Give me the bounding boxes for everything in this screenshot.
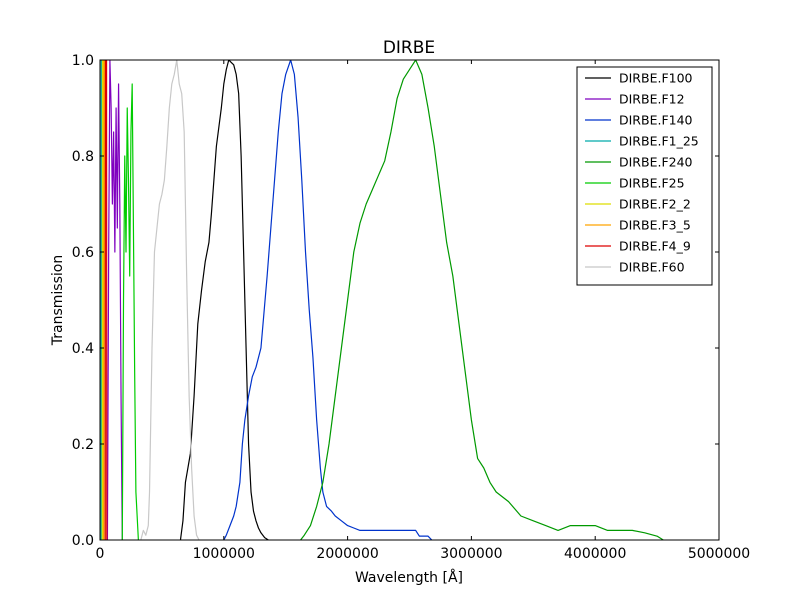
x-axis-label: Wavelength [Å] bbox=[355, 569, 463, 586]
x-tick-label: 2000000 bbox=[316, 546, 378, 562]
legend-entry: DIRBE.F1_25 bbox=[619, 134, 699, 149]
chart-title: DIRBE bbox=[383, 38, 435, 58]
legend: DIRBE.F100 DIRBE.F12 DIRBE.F140 DIRBE.F1_25… bbox=[576, 66, 713, 286]
series-lines bbox=[100, 60, 664, 540]
legend-entry: DIRBE.F3_5 bbox=[619, 218, 691, 233]
plot-frame bbox=[99, 59, 720, 541]
x-tick-label: 0 bbox=[96, 546, 105, 562]
series-line-dirbe-f60 bbox=[140, 60, 200, 540]
y-tick-label: 0.8 bbox=[72, 149, 94, 165]
legend-entry: DIRBE.F12 bbox=[619, 92, 685, 107]
series-line-dirbe-f140 bbox=[223, 60, 433, 540]
legend-entry: DIRBE.F240 bbox=[619, 155, 693, 170]
legend-entry: DIRBE.F2_2 bbox=[619, 197, 691, 212]
series-line-dirbe-f12 bbox=[106, 60, 123, 540]
y-tick-label: 1.0 bbox=[72, 53, 94, 69]
legend-entry: DIRBE.F100 bbox=[619, 71, 693, 86]
series-line-dirbe-f100 bbox=[179, 60, 269, 540]
y-tick-label: 0.4 bbox=[72, 341, 94, 357]
series-line-dirbe-f1-25 bbox=[100, 60, 103, 540]
legend-entry: DIRBE.F4_9 bbox=[619, 239, 691, 254]
legend-entry: DIRBE.F25 bbox=[619, 176, 685, 191]
axis-ticks: 0 1000000 2000000 3000000 4000000 5000000 0.0 0… bbox=[72, 53, 750, 562]
legend-entry: DIRBE.F60 bbox=[619, 260, 685, 275]
y-tick-label: 0.0 bbox=[72, 533, 94, 549]
series-line-dirbe-f240 bbox=[300, 60, 664, 540]
x-tick-label: 1000000 bbox=[193, 546, 255, 562]
x-tick-label: 4000000 bbox=[564, 546, 626, 562]
legend-box bbox=[576, 66, 713, 286]
y-tick-label: 0.6 bbox=[72, 245, 94, 261]
y-tick-label: 0.2 bbox=[72, 437, 94, 453]
x-tick-label: 5000000 bbox=[688, 546, 750, 562]
legend-entry: DIRBE.F140 bbox=[619, 113, 693, 128]
series-line-dirbe-f4-9 bbox=[104, 60, 108, 540]
y-axis-label: Transmission bbox=[50, 255, 66, 346]
x-tick-label: 3000000 bbox=[440, 546, 502, 562]
series-line-dirbe-f25 bbox=[121, 83, 139, 540]
